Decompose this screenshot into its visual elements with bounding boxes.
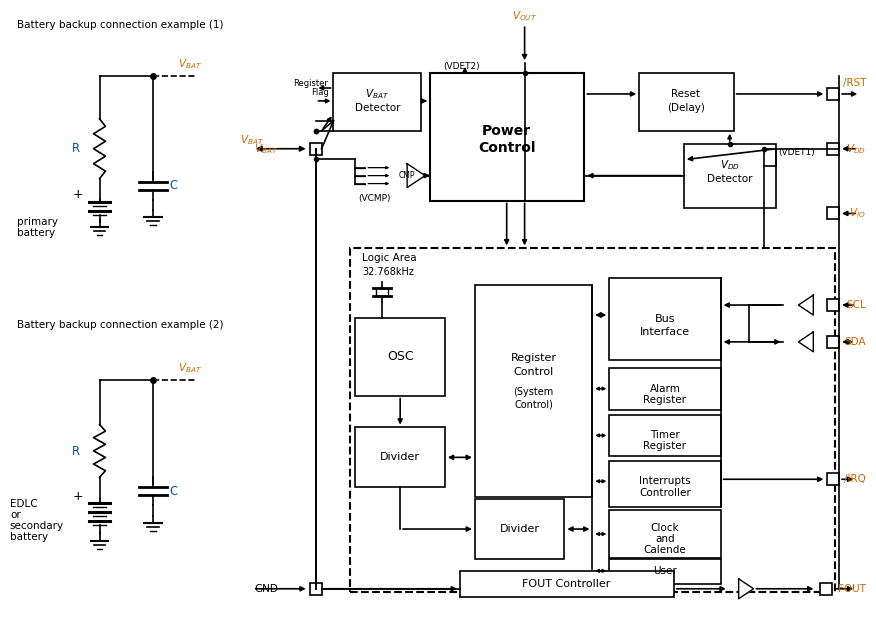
Text: $V_{DD}$: $V_{DD}$ [846,142,866,156]
Text: SDA: SDA [844,337,866,347]
Text: Interrupts: Interrupts [639,476,691,486]
Text: +: + [73,490,83,503]
Text: OSC: OSC [387,351,413,363]
Bar [609,461,721,507]
Text: Power: Power [482,124,531,138]
Text: Interface: Interface [640,327,690,337]
Text: GND: GND [255,584,279,594]
Text: Flag: Flag [311,88,328,98]
Text: Control: Control [478,141,535,155]
Polygon shape [738,579,753,598]
Text: $V_{IO}$: $V_{IO}$ [850,207,866,220]
Bar [827,207,839,220]
Bar [684,144,776,208]
Text: Battery backup connection example (1): Battery backup connection example (1) [17,20,223,30]
Text: Reset: Reset [671,89,701,99]
Text: R: R [72,445,80,458]
Text: Control): Control) [514,399,553,409]
Bar [350,249,835,592]
Bar [609,367,721,409]
Text: Logic Area: Logic Area [363,254,417,264]
Text: $V_{OUT}$: $V_{OUT}$ [512,9,537,23]
Bar [356,428,445,487]
Text: /RST: /RST [843,78,866,88]
Bar [309,143,321,155]
Text: Alarm: Alarm [649,384,681,394]
Text: (System: (System [513,387,554,397]
Text: Calende: Calende [644,545,687,555]
Text: Register: Register [293,78,328,88]
Text: EDLC: EDLC [10,499,38,509]
Text: Controller: Controller [639,488,691,498]
Text: Detector: Detector [355,103,400,113]
Text: primary: primary [17,217,58,227]
Bar [639,73,734,131]
Text: Control: Control [513,367,554,377]
Text: (Delay): (Delay) [667,103,705,113]
Text: Register: Register [644,441,687,451]
Bar [827,88,839,100]
Bar [609,559,721,584]
Text: (VCMP): (VCMP) [358,194,391,203]
Bar [827,299,839,311]
Bar [609,510,721,558]
Text: Register: Register [511,353,556,363]
Text: Divider: Divider [499,524,540,534]
Bar [430,73,584,200]
Text: $V_{DD}$: $V_{DD}$ [720,158,739,172]
Text: Register: Register [644,394,687,404]
Text: FOUT Controller: FOUT Controller [522,579,611,589]
Text: and: and [655,534,675,544]
Bar [609,414,721,456]
Text: $V_{BAT}$: $V_{BAT}$ [178,57,202,71]
Text: (VDET1): (VDET1) [779,148,816,157]
Text: C: C [169,179,177,192]
Text: CMP: CMP [399,171,414,180]
Bar [820,583,832,595]
Polygon shape [407,163,425,188]
Text: 32.768kHz: 32.768kHz [363,267,414,277]
Text: User: User [653,566,677,576]
Text: SCL: SCL [846,300,866,310]
Text: $V_{BAT}$: $V_{BAT}$ [178,361,202,374]
Text: Detector: Detector [707,173,752,183]
Text: (VDET2): (VDET2) [443,61,479,71]
Text: FOUT: FOUT [838,584,866,594]
Text: Bus: Bus [654,314,675,324]
Text: $V_{BAT}$: $V_{BAT}$ [365,87,389,101]
Text: battery: battery [10,532,48,542]
Text: or: or [10,510,21,520]
Text: Timer: Timer [650,431,680,441]
Text: /IRQ: /IRQ [844,475,866,485]
Text: Divider: Divider [380,453,420,463]
Text: Clock: Clock [651,523,679,533]
Text: $V_{BAT}$: $V_{BAT}$ [240,133,264,146]
Bar [827,336,839,348]
Bar [475,285,592,497]
Bar [309,583,321,595]
Bar [609,278,721,360]
Bar [334,73,421,131]
Text: +: + [73,188,83,201]
Bar [475,499,564,559]
Text: Battery backup connection example (2): Battery backup connection example (2) [17,320,223,330]
Text: $V_{BAT}$: $V_{BAT}$ [254,142,278,156]
Polygon shape [798,332,813,352]
Text: battery: battery [17,228,55,239]
Polygon shape [798,295,813,315]
Bar [827,143,839,155]
Bar [356,318,445,396]
Text: secondary: secondary [10,521,64,531]
Bar [377,288,388,296]
Text: C: C [169,485,177,498]
Bar [460,571,674,597]
Bar [827,473,839,485]
Text: R: R [72,142,80,155]
